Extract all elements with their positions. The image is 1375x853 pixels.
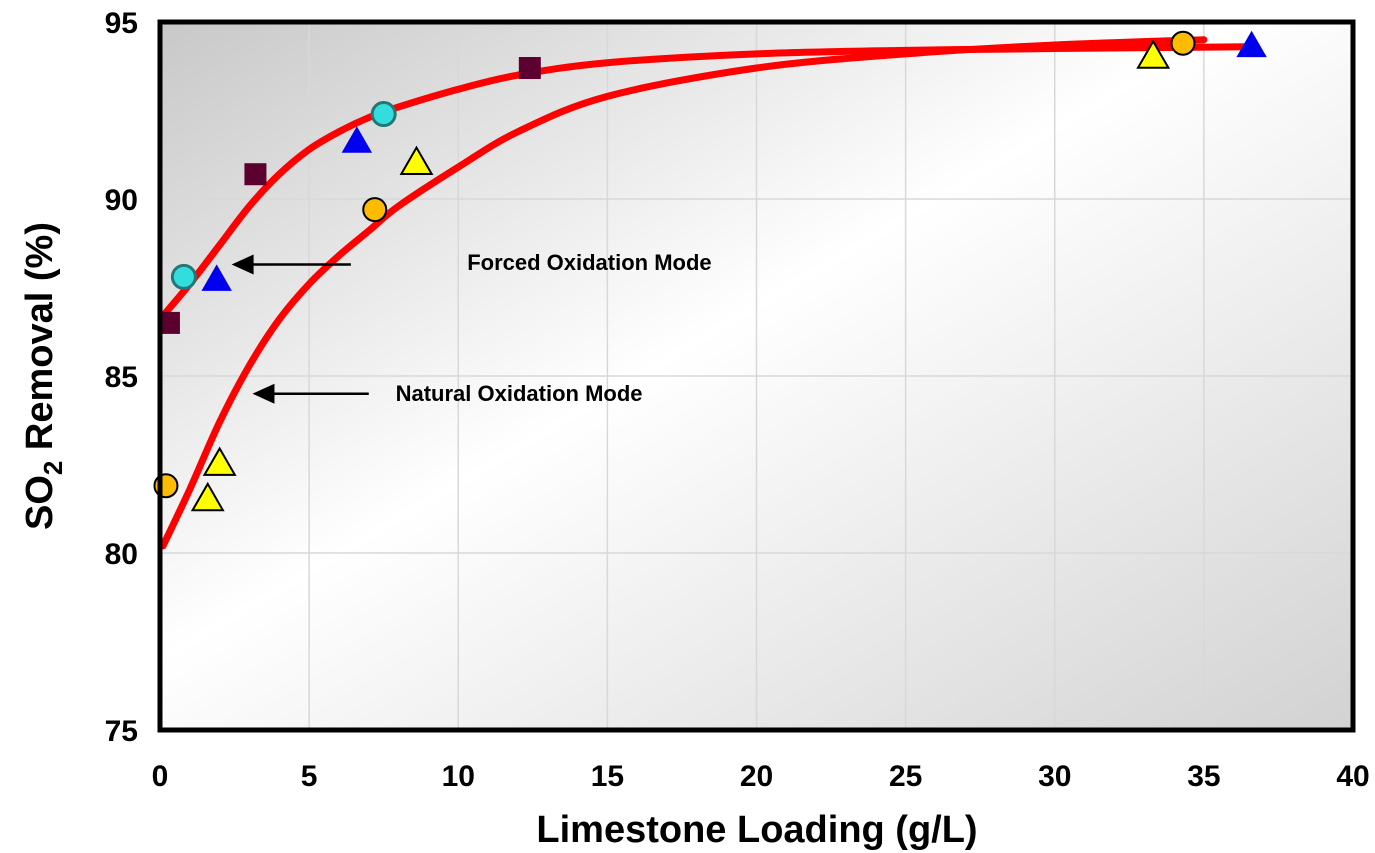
annotations: Forced Oxidation Mode Natural Oxidation M…	[396, 250, 712, 406]
data-point-triangle	[1236, 30, 1267, 58]
x-tick-labels: 0 5 10 15 20 25 30 35 40	[152, 760, 1370, 793]
data-point-square	[157, 311, 180, 334]
y-tick-label: 85	[105, 361, 138, 394]
x-tick-label: 5	[301, 760, 318, 793]
data-point-triangle	[202, 446, 237, 476]
x-tick-label: 35	[1187, 760, 1220, 793]
data-point-triangle	[341, 126, 373, 153]
data-point-circle	[170, 263, 197, 290]
y-axis-title-main: SO	[19, 475, 61, 530]
x-tick-label: 0	[152, 760, 169, 793]
data-point-triangle	[1136, 39, 1171, 69]
data-point-circle	[362, 197, 388, 223]
x-tick-label: 10	[442, 760, 475, 793]
data-point-square	[518, 57, 541, 80]
data-point-square	[244, 163, 267, 186]
y-tick-label: 90	[105, 184, 138, 217]
y-tick-labels: 75 80 85 90 95	[105, 7, 138, 748]
x-tick-label: 20	[740, 760, 773, 793]
annotation-label: Natural Oxidation Mode	[396, 381, 643, 406]
annotation-arrows	[231, 254, 369, 404]
x-tick-label: 15	[591, 760, 624, 793]
fit-curves	[160, 36, 1253, 550]
x-axis-title: Limestone Loading (g/L)	[536, 809, 977, 851]
data-point-triangle	[190, 481, 225, 512]
data-point-triangle	[399, 145, 434, 175]
y-tick-label: 95	[105, 7, 138, 40]
fit-curve-natural	[160, 36, 1208, 550]
annotation-label: Forced Oxidation Mode	[467, 250, 711, 275]
x-tick-label: 25	[889, 760, 922, 793]
y-axis-title-sub: 2	[38, 461, 68, 475]
plot-frame	[157, 19, 1356, 733]
y-tick-label: 80	[105, 538, 138, 571]
data-point-circle	[370, 101, 397, 128]
y-axis-title: SO2 Removal (%)	[19, 222, 68, 530]
data-points	[153, 30, 1267, 512]
y-axis-title-rest: Removal (%)	[19, 222, 61, 461]
annotation-arrowhead	[252, 383, 275, 404]
annotation-arrowhead	[231, 254, 254, 275]
data-point-triangle	[201, 264, 232, 291]
x-tick-label: 40	[1336, 760, 1369, 793]
grid-lines	[160, 22, 1353, 730]
y-tick-label: 75	[105, 715, 138, 748]
data-point-circle	[1170, 30, 1196, 56]
x-tick-label: 30	[1038, 760, 1071, 793]
